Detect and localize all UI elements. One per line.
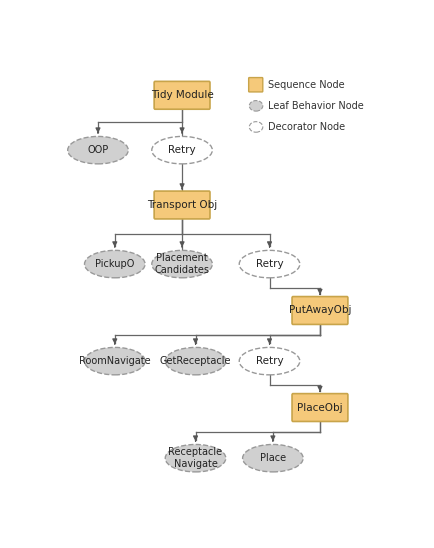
Ellipse shape [239, 347, 300, 375]
Ellipse shape [249, 122, 263, 132]
Text: Tidy Module: Tidy Module [151, 90, 214, 100]
Ellipse shape [165, 347, 226, 375]
Text: Sequence Node: Sequence Node [268, 80, 345, 90]
Ellipse shape [68, 136, 128, 164]
FancyBboxPatch shape [249, 78, 263, 92]
FancyBboxPatch shape [292, 296, 348, 324]
Ellipse shape [85, 347, 145, 375]
Text: PutAwayObj: PutAwayObj [289, 305, 351, 316]
FancyBboxPatch shape [154, 191, 210, 219]
Text: Retry: Retry [168, 145, 196, 155]
FancyBboxPatch shape [154, 81, 210, 109]
Text: Place: Place [260, 453, 286, 463]
Text: OOP: OOP [87, 145, 108, 155]
Ellipse shape [239, 250, 300, 278]
Text: Retry: Retry [256, 356, 283, 366]
Ellipse shape [85, 250, 145, 278]
Text: Transport Obj: Transport Obj [147, 200, 217, 210]
FancyBboxPatch shape [292, 393, 348, 421]
Text: Receptacle
Navigate: Receptacle Navigate [168, 447, 223, 469]
Ellipse shape [165, 444, 226, 472]
Text: Retry: Retry [256, 259, 283, 269]
Text: PickupO: PickupO [95, 259, 135, 269]
Text: GetReceptacle: GetReceptacle [160, 356, 231, 366]
Text: Leaf Behavior Node: Leaf Behavior Node [268, 101, 364, 111]
Text: Placement
Candidates: Placement Candidates [155, 253, 210, 275]
Text: RoomNavigate: RoomNavigate [79, 356, 151, 366]
Ellipse shape [152, 136, 212, 164]
Ellipse shape [243, 444, 303, 472]
Text: Decorator Node: Decorator Node [268, 122, 345, 132]
Ellipse shape [249, 101, 263, 111]
Ellipse shape [152, 250, 212, 278]
Text: PlaceObj: PlaceObj [297, 403, 343, 413]
